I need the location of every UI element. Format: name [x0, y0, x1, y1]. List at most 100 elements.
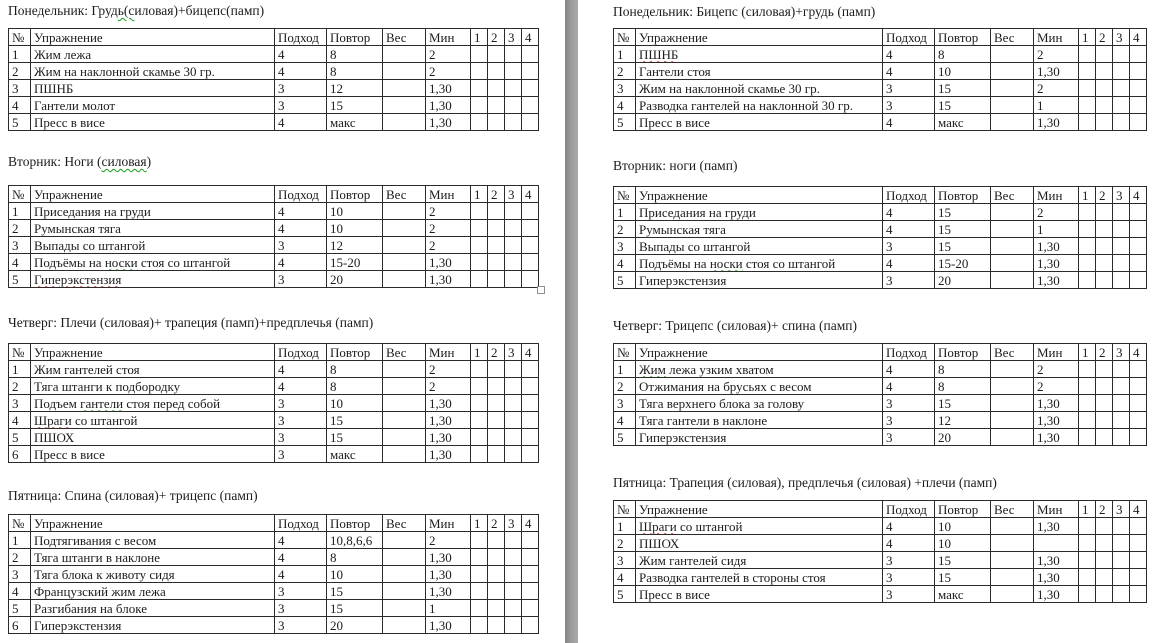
weight-cell[interactable]: [382, 377, 426, 395]
set-check-cell-2[interactable]: [487, 616, 505, 634]
row-number-cell[interactable]: 5: [8, 428, 31, 446]
set-check-cell-2[interactable]: [487, 45, 505, 63]
exercise-name-cell[interactable]: Шраги со штангой: [30, 411, 275, 429]
rest-minutes-cell[interactable]: 1,30: [1033, 428, 1079, 446]
weight-cell[interactable]: [382, 428, 426, 446]
exercise-name-cell[interactable]: Разводка гантелей в стороны стоя: [635, 568, 883, 586]
set-check-cell-3[interactable]: [504, 616, 522, 634]
set-check-cell-1[interactable]: [470, 45, 488, 63]
workout-day-title[interactable]: Пятница: Спина (силовая)+ трицепс (памп): [8, 488, 539, 504]
sets-cell[interactable]: 3: [274, 394, 327, 412]
set-check-cell-4[interactable]: [1129, 585, 1147, 603]
set-check-cell-3[interactable]: [1112, 62, 1130, 80]
set-check-cell-3[interactable]: [504, 219, 522, 237]
set-check-cell-4[interactable]: [521, 377, 539, 395]
sets-cell[interactable]: 3: [274, 411, 327, 429]
rest-minutes-cell[interactable]: 1,30: [1033, 113, 1079, 131]
rest-minutes-cell[interactable]: 1: [1033, 220, 1079, 238]
sets-cell[interactable]: 4: [274, 360, 327, 378]
sets-cell[interactable]: 4: [274, 202, 327, 220]
weight-cell[interactable]: [382, 411, 426, 429]
set-check-cell-4[interactable]: [1129, 203, 1147, 221]
set-check-cell-1[interactable]: [470, 411, 488, 429]
reps-cell[interactable]: 15: [326, 411, 383, 429]
row-number-cell[interactable]: 5: [613, 113, 636, 131]
sets-cell[interactable]: 4: [882, 113, 935, 131]
set-check-cell-2[interactable]: [1095, 237, 1113, 255]
set-check-cell-4[interactable]: [521, 548, 539, 566]
reps-cell[interactable]: 15: [326, 599, 383, 617]
set-check-cell-1[interactable]: [1078, 79, 1096, 97]
set-check-cell-2[interactable]: [487, 548, 505, 566]
set-check-cell-4[interactable]: [1129, 113, 1147, 131]
set-check-cell-3[interactable]: [504, 79, 522, 97]
exercise-name-cell[interactable]: Приседания на груди: [30, 202, 275, 220]
row-number-cell[interactable]: 3: [613, 394, 636, 412]
exercise-name-cell[interactable]: Выпады со штангой: [30, 236, 275, 254]
set-check-cell-1[interactable]: [1078, 203, 1096, 221]
set-check-cell-2[interactable]: [1095, 534, 1113, 552]
set-check-cell-2[interactable]: [487, 113, 505, 131]
reps-cell[interactable]: 15: [934, 220, 991, 238]
set-check-cell-1[interactable]: [1078, 220, 1096, 238]
set-check-cell-1[interactable]: [470, 96, 488, 114]
sets-cell[interactable]: 3: [882, 79, 935, 97]
workout-day-title[interactable]: Вторник: ноги (памп): [613, 158, 1147, 174]
set-check-cell-4[interactable]: [1129, 411, 1147, 429]
exercise-name-cell[interactable]: Жим лежа узким хватом: [635, 360, 883, 378]
reps-cell[interactable]: 12: [326, 79, 383, 97]
set-check-cell-2[interactable]: [1095, 113, 1113, 131]
set-check-cell-3[interactable]: [504, 270, 522, 288]
exercise-name-cell[interactable]: Тяга гантели в наклоне: [635, 411, 883, 429]
weight-cell[interactable]: [990, 237, 1034, 255]
rest-minutes-cell[interactable]: 2: [1033, 45, 1079, 63]
rest-minutes-cell[interactable]: 1,30: [425, 616, 471, 634]
set-check-cell-1[interactable]: [470, 62, 488, 80]
sets-cell[interactable]: 3: [882, 96, 935, 114]
set-check-cell-2[interactable]: [1095, 79, 1113, 97]
reps-cell[interactable]: 10: [934, 534, 991, 552]
exercise-name-cell[interactable]: Жим гантелей стоя: [30, 360, 275, 378]
set-check-cell-1[interactable]: [470, 113, 488, 131]
row-number-cell[interactable]: 3: [613, 79, 636, 97]
sets-cell[interactable]: 4: [274, 45, 327, 63]
rest-minutes-cell[interactable]: 2: [425, 45, 471, 63]
reps-cell[interactable]: 10: [326, 202, 383, 220]
set-check-cell-1[interactable]: [470, 377, 488, 395]
set-check-cell-3[interactable]: [504, 394, 522, 412]
set-check-cell-2[interactable]: [1095, 45, 1113, 63]
exercise-name-cell[interactable]: ПШНБ: [30, 79, 275, 97]
rest-minutes-cell[interactable]: 1,30: [425, 428, 471, 446]
reps-cell[interactable]: 10: [326, 394, 383, 412]
set-check-cell-3[interactable]: [1112, 517, 1130, 535]
sets-cell[interactable]: 3: [274, 428, 327, 446]
exercise-name-cell[interactable]: ПШОХ: [635, 534, 883, 552]
set-check-cell-4[interactable]: [521, 270, 539, 288]
sets-cell[interactable]: 3: [274, 582, 327, 600]
exercise-name-cell[interactable]: Подъем гантели стоя перед собой: [30, 394, 275, 412]
set-check-cell-1[interactable]: [470, 445, 488, 463]
set-check-cell-2[interactable]: [1095, 517, 1113, 535]
set-check-cell-2[interactable]: [487, 394, 505, 412]
sets-cell[interactable]: 3: [274, 445, 327, 463]
set-check-cell-3[interactable]: [1112, 534, 1130, 552]
reps-cell[interactable]: макс: [934, 585, 991, 603]
set-check-cell-2[interactable]: [1095, 585, 1113, 603]
reps-cell[interactable]: 8: [326, 62, 383, 80]
row-number-cell[interactable]: 1: [613, 203, 636, 221]
set-check-cell-2[interactable]: [1095, 271, 1113, 289]
rest-minutes-cell[interactable]: 1,30: [425, 548, 471, 566]
row-number-cell[interactable]: 1: [8, 45, 31, 63]
set-check-cell-2[interactable]: [1095, 203, 1113, 221]
sets-cell[interactable]: 3: [274, 236, 327, 254]
set-check-cell-3[interactable]: [504, 113, 522, 131]
reps-cell[interactable]: 8: [934, 45, 991, 63]
set-check-cell-3[interactable]: [504, 96, 522, 114]
set-check-cell-4[interactable]: [1129, 237, 1147, 255]
weight-cell[interactable]: [382, 548, 426, 566]
exercise-name-cell[interactable]: Шраги со штангой: [635, 517, 883, 535]
row-number-cell[interactable]: 4: [613, 254, 636, 272]
reps-cell[interactable]: 20: [326, 616, 383, 634]
reps-cell[interactable]: 10,8,6,6: [326, 531, 383, 549]
row-number-cell[interactable]: 2: [8, 548, 31, 566]
